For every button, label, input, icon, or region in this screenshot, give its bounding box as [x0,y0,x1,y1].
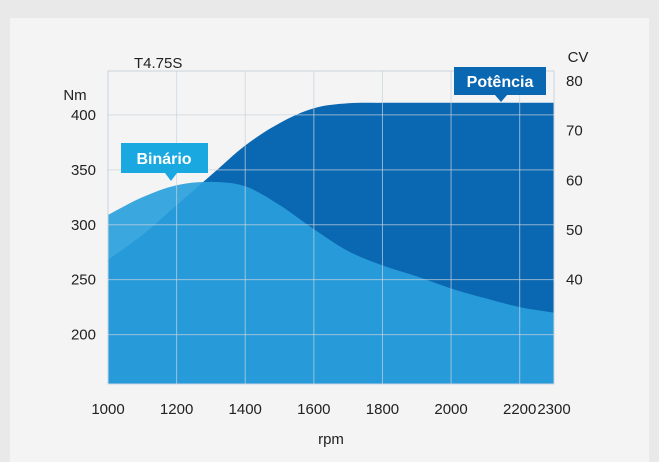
x-tick-label: 1400 [229,401,262,418]
y-left-tick-label: 300 [71,217,96,234]
x-tick-label: 1200 [160,401,193,418]
x-tick-label: 1000 [91,401,124,418]
x-axis-ticks: 1000 1200 1400 1600 1800 2000 2200 2300 [91,401,570,418]
callout-binario-label: Binário [136,151,191,168]
y-right-axis-label: CV [568,49,589,66]
callout-potencia-pointer [495,95,507,102]
x-axis-label: rpm [318,431,344,448]
callout-potencia: Potência [454,67,546,102]
y-right-tick-label: 60 [566,172,583,189]
series-area-binario [108,181,554,384]
plot-border [107,70,555,385]
callout-binario: Binário [121,143,208,181]
y-right-tick-label: 40 [566,272,583,289]
chart-title: T4.75S [134,55,182,72]
y-left-axis-ticks: 200 250 300 350 400 [71,107,96,344]
x-tick-label: 1800 [366,401,399,418]
chart-frame: 1000 1200 1400 1600 1800 2000 2200 2300 200 250 3… [10,18,649,462]
x-tick-label: 2300 [537,401,570,418]
x-tick-label: 1600 [297,401,330,418]
x-tick-label: 2000 [434,401,467,418]
y-left-tick-label: 350 [71,162,96,179]
callout-binario-pointer [165,173,177,181]
x-tick-label: 2200 [503,401,536,418]
torque-power-chart: 1000 1200 1400 1600 1800 2000 2200 2300 200 250 3… [63,49,589,448]
callout-potencia-label: Potência [467,74,534,91]
y-left-axis-label: Nm [63,87,86,104]
grid-lines [107,70,555,385]
y-right-tick-label: 70 [566,123,583,140]
y-right-axis-ticks: 40 50 60 70 80 [566,73,583,289]
y-right-tick-label: 80 [566,73,583,90]
y-left-tick-label: 400 [71,107,96,124]
y-left-tick-label: 200 [71,327,96,344]
y-left-tick-label: 250 [71,272,96,289]
callout-binario-box [121,143,208,173]
y-right-tick-label: 50 [566,222,583,239]
series-areas [108,102,554,384]
callout-potencia-box [454,67,546,95]
